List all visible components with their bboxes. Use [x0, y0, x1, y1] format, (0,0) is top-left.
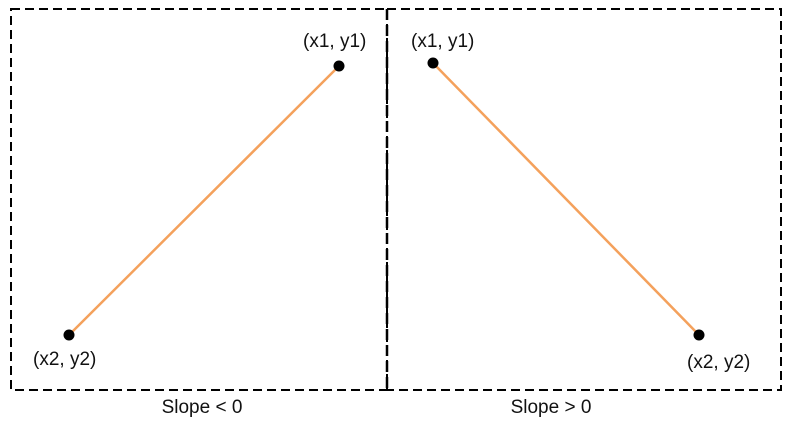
right-point-x2y2 [693, 329, 705, 341]
left-point-bottom-label: (x2, y2) [33, 349, 96, 370]
right-point-bottom-label: (x2, y2) [687, 352, 750, 373]
right-panel-frame [386, 8, 782, 391]
right-point-top-label: (x1, y1) [411, 31, 474, 52]
left-point-x1y1 [333, 60, 345, 72]
left-point-x2y2 [63, 329, 75, 341]
left-panel: (x1, y1) (x2, y2) [33, 31, 366, 370]
left-point-top-label: (x1, y1) [303, 31, 366, 52]
right-panel-caption: Slope > 0 [511, 397, 592, 418]
right-line-segment [431, 61, 701, 337]
right-panel: (x1, y1) (x2, y2) [411, 31, 750, 373]
right-point-x1y1 [427, 57, 439, 69]
left-line-segment [67, 64, 341, 337]
left-panel-caption: Slope < 0 [162, 397, 243, 418]
